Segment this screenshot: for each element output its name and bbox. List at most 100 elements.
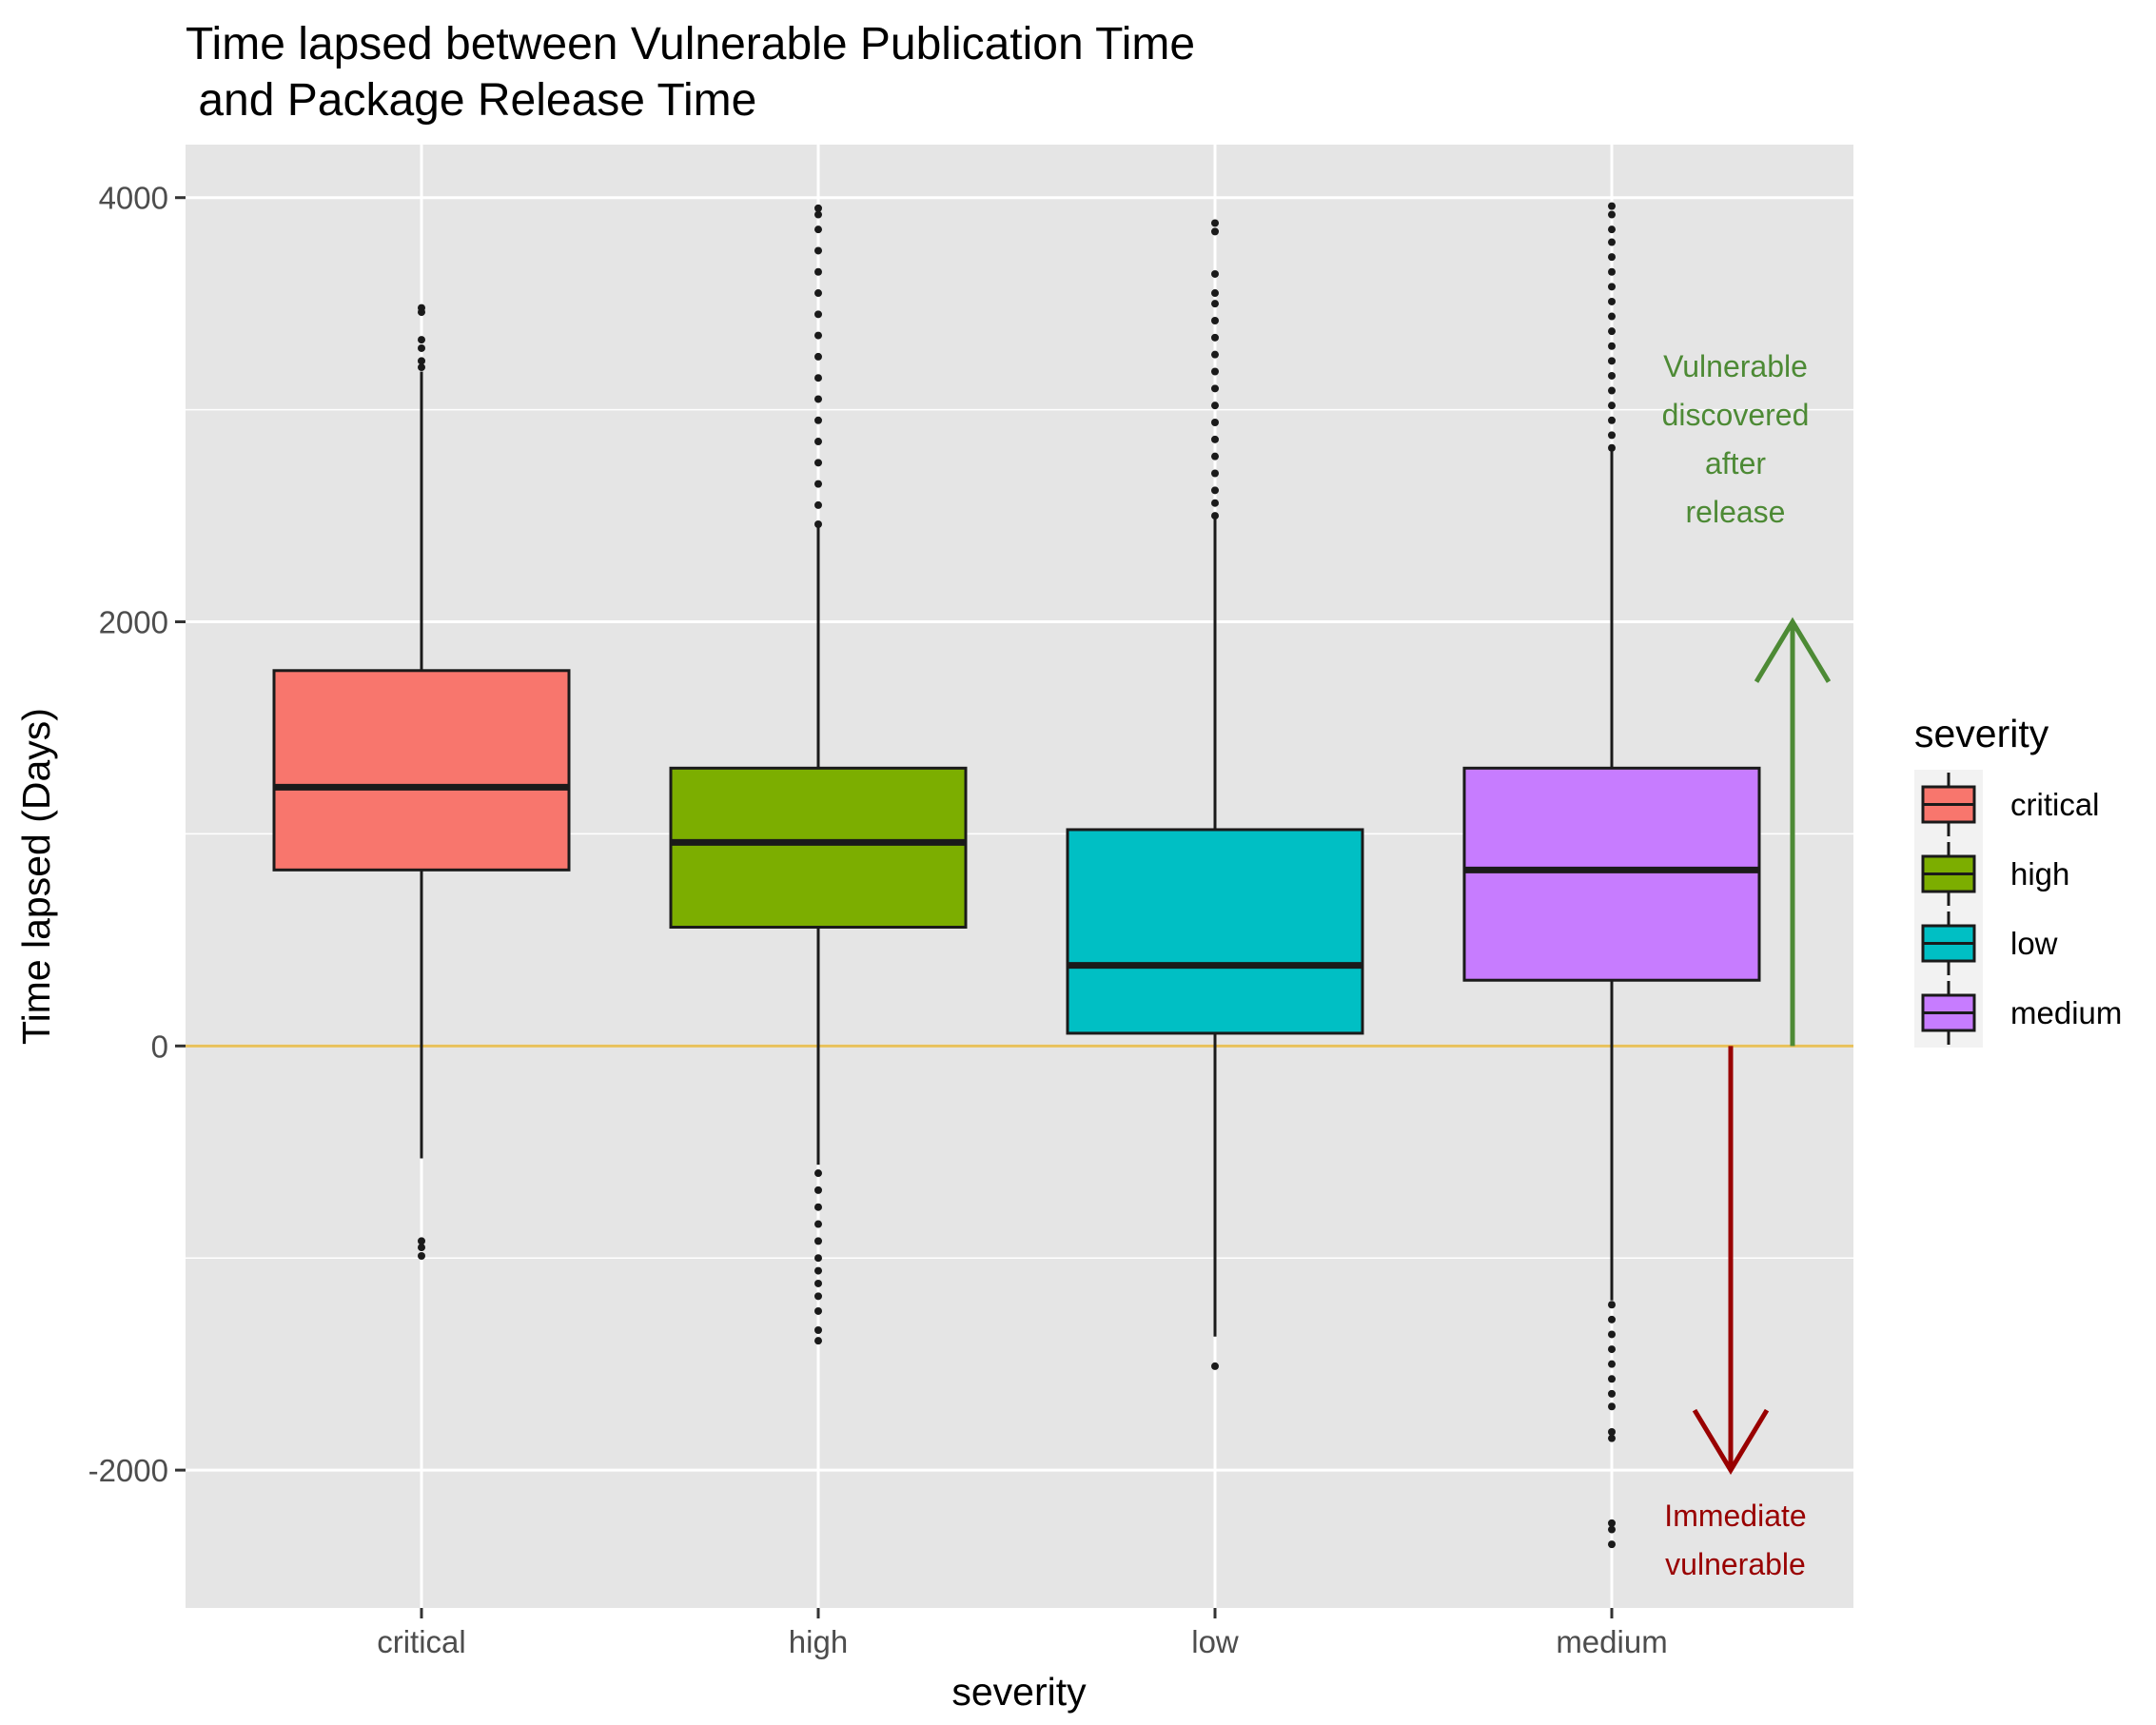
outlier-point	[1211, 350, 1219, 359]
arrow-head	[1692, 1408, 1770, 1475]
outlier-point	[1211, 486, 1219, 495]
legend-item-medium: medium	[1914, 978, 2122, 1048]
outlier-point	[814, 289, 822, 298]
x-tick-label: medium	[1556, 1624, 1667, 1659]
outlier-point	[1608, 1389, 1616, 1398]
outlier-point	[814, 1306, 822, 1315]
annotation-immediate-vulnerable: Immediate vulnerable	[1664, 1499, 1806, 1581]
y-tick-label: 4000	[99, 181, 168, 216]
outlier-point	[418, 304, 425, 312]
outlier-point	[1608, 238, 1616, 246]
outlier-point	[814, 459, 822, 467]
outlier-point	[814, 1220, 822, 1228]
outlier-point	[1211, 333, 1219, 342]
arrow-down	[1692, 1046, 1770, 1475]
outlier-point	[814, 1266, 822, 1275]
legend-item-high: high	[1914, 839, 2069, 909]
outlier-point	[814, 352, 822, 361]
box-body	[272, 669, 571, 872]
outlier-point	[1211, 402, 1219, 410]
x-axis-title: severity	[951, 1670, 1087, 1714]
outlier-point	[814, 210, 822, 219]
outlier-point	[814, 1254, 822, 1263]
legend-label: medium	[2010, 995, 2122, 1030]
outlier-point	[418, 1244, 425, 1252]
legend-item-critical: critical	[1914, 770, 2100, 839]
outlier-point	[1608, 327, 1616, 336]
outlier-point	[814, 1279, 822, 1287]
outlier-point	[1608, 202, 1616, 210]
outlier-point	[814, 1292, 822, 1301]
outlier-point	[1211, 289, 1219, 298]
annotation-layer: Vulnerable discovered after release Immediat…	[1662, 349, 1810, 1581]
outlier-point	[1608, 371, 1616, 380]
x-tick-label: critical	[377, 1624, 466, 1659]
outlier-point	[1211, 219, 1219, 227]
outlier-point	[1211, 512, 1219, 520]
outlier-point	[418, 357, 425, 365]
outlier-point	[1608, 357, 1616, 365]
outlier-point	[1608, 1375, 1616, 1383]
outlier-point	[1211, 499, 1219, 507]
outlier-point	[814, 246, 822, 255]
x-tick-label: low	[1191, 1624, 1239, 1659]
outlier-point	[814, 1337, 822, 1345]
legend-label: high	[2010, 856, 2069, 892]
outlier-point	[418, 1237, 425, 1245]
annotation-line: release	[1686, 495, 1786, 529]
outlier-point	[814, 204, 822, 212]
outlier-point	[1608, 443, 1616, 452]
outlier-point	[814, 331, 822, 340]
annotation-line: after	[1705, 446, 1766, 480]
outlier-point	[814, 267, 822, 276]
outlier-point	[1211, 1362, 1219, 1370]
outlier-point	[1608, 416, 1616, 424]
outlier-point	[1608, 267, 1616, 276]
outlier-point	[1211, 435, 1219, 443]
outlier-point	[1608, 1525, 1616, 1534]
outlier-point	[1608, 312, 1616, 321]
box-body	[669, 766, 968, 929]
outlier-point	[1608, 210, 1616, 219]
outlier-point	[1608, 253, 1616, 262]
outlier-point	[1608, 1330, 1616, 1339]
annotation-line: discovered	[1662, 398, 1810, 432]
box-low	[1066, 219, 1364, 1370]
chart-title-line-1: Time lapsed between Vulnerable Publicati…	[186, 19, 1195, 69]
arrow-head	[1754, 617, 1832, 683]
outlier-point	[1211, 269, 1219, 278]
box-layer	[272, 202, 1761, 1549]
outlier-point	[418, 336, 425, 344]
x-tick-label: high	[789, 1624, 848, 1659]
annotation-line: Immediate	[1664, 1499, 1806, 1533]
y-tick-label: 0	[151, 1029, 168, 1064]
legend-label: critical	[2010, 787, 2100, 822]
outlier-point	[1608, 1519, 1616, 1527]
outlier-point	[1608, 283, 1616, 291]
outlier-point	[1608, 342, 1616, 350]
y-tick-label: -2000	[88, 1453, 168, 1488]
box-critical	[272, 304, 571, 1260]
box-medium	[1462, 202, 1761, 1549]
outlier-point	[1211, 384, 1219, 393]
outlier-point	[814, 480, 822, 488]
outlier-point	[814, 1203, 822, 1211]
outlier-point	[1608, 1434, 1616, 1442]
outlier-point	[1211, 227, 1219, 236]
arrow-layer	[1692, 617, 1832, 1475]
outlier-point	[1608, 1301, 1616, 1309]
outlier-point	[1211, 469, 1219, 478]
outlier-point	[814, 519, 822, 528]
outlier-point	[814, 395, 822, 403]
box-body	[1462, 766, 1761, 982]
legend: severity critical high low medium	[1914, 712, 2122, 1048]
legend-item-low: low	[1914, 909, 2058, 978]
outlier-point	[814, 1326, 822, 1335]
outlier-point	[418, 1251, 425, 1260]
y-axis-title: Time lapsed (Days)	[14, 708, 58, 1045]
outlier-point	[1608, 1427, 1616, 1436]
outlier-point	[1608, 297, 1616, 305]
outlier-point	[1608, 1402, 1616, 1411]
